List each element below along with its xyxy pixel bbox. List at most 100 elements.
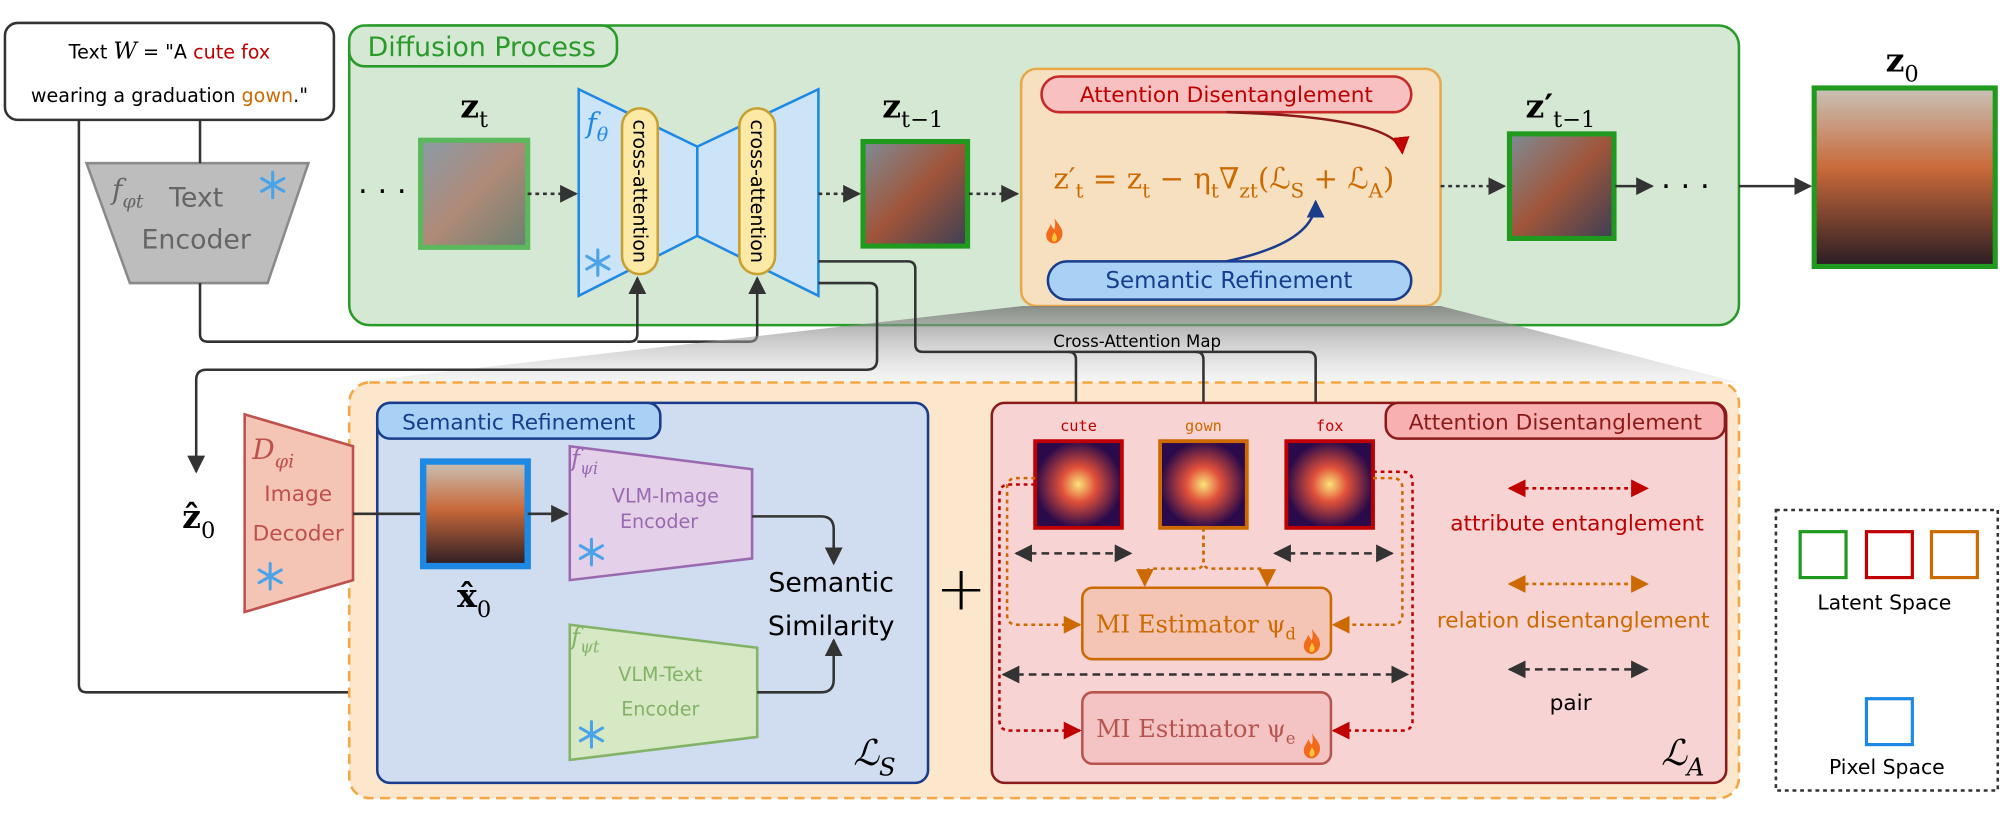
subscript: t−1: [901, 107, 943, 133]
ellipsis: · · ·: [358, 174, 407, 209]
math-text: MI Estimator ψ: [1096, 715, 1286, 743]
math-text: ẑ: [182, 497, 201, 536]
prompt-attribute: gown: [242, 84, 294, 107]
decoder-symbol: Dφi: [251, 433, 294, 472]
prompt-line: wearing a graduation gown.": [31, 84, 308, 107]
subscript: φi: [275, 450, 294, 472]
subscript: 0: [1904, 61, 1918, 87]
text-encoder: [84, 161, 311, 285]
decoder-label: Image: [264, 482, 332, 507]
pill-label: Semantic Refinement: [1105, 268, 1352, 294]
panel-tab: [347, 24, 619, 68]
encoder-label: VLM-Image: [612, 484, 719, 507]
output-image: [1811, 85, 1998, 270]
vlm-text-encoder: [568, 623, 759, 762]
prompt-attribute: cute fox: [193, 41, 270, 64]
decoder-label: Decoder: [253, 522, 344, 547]
mi-estimator: [1081, 691, 1333, 765]
update-formula: z′t = zt − ηt∇zt(ℒS + ℒA): [1053, 162, 1394, 203]
subscript: 0: [201, 518, 215, 544]
zoom-funnel: [349, 306, 1739, 383]
panel-title: Attention Disentanglement: [1409, 411, 1702, 436]
latent-label: zt: [460, 86, 488, 133]
subscript: S: [1290, 178, 1304, 202]
latent-label: z0: [1886, 40, 1919, 87]
math-text: ∇: [1219, 162, 1239, 196]
subscript: θ: [597, 124, 609, 146]
subscript: ψi: [580, 459, 598, 478]
subscript: e: [1286, 729, 1296, 748]
subscript: d: [1285, 625, 1296, 644]
arrow: [187, 281, 879, 474]
panel-tab: [1384, 401, 1727, 440]
subscript: t: [1142, 178, 1150, 202]
math-text: ℒ: [1661, 733, 1688, 774]
latent-label: ẑ0: [182, 497, 215, 544]
subscript: t: [1075, 178, 1083, 202]
legend-swatch: [1864, 530, 1914, 580]
attention-map: [1284, 439, 1375, 530]
math-text: + ℒ: [1304, 162, 1368, 196]
map-label: gown: [1185, 417, 1222, 435]
similarity-label: Similarity: [768, 611, 895, 642]
prompt-text: = "A: [137, 41, 193, 64]
block-label: cross-attention: [629, 119, 652, 263]
map-label: cute: [1060, 417, 1097, 435]
vlm-image-encoder: [568, 444, 754, 582]
math-text: ℒ: [853, 733, 880, 774]
attention-map: [1158, 439, 1249, 530]
estimator-label: MI Estimator ψd: [1096, 610, 1297, 643]
arrow: [752, 515, 843, 566]
arrow: [1331, 470, 1414, 740]
arrow: [77, 119, 570, 702]
latent-label: z′t−1: [1526, 86, 1596, 133]
encoder-label: Text: [168, 183, 223, 214]
pair-arrows: [998, 470, 1414, 740]
panel-tab: [375, 401, 662, 440]
math-text: z: [460, 86, 479, 125]
math-text: = z: [1083, 162, 1142, 196]
prompt-box: [3, 21, 336, 122]
legend-label: Latent Space: [1817, 590, 1951, 614]
refinement-pill: [1046, 260, 1413, 301]
math-text: z: [882, 86, 901, 125]
latent-label: zt−1: [882, 86, 943, 133]
block-label: cross-attention: [746, 119, 769, 263]
prompt-text: .": [293, 84, 308, 107]
arrow: [1331, 476, 1404, 634]
legend-label: attribute entanglement: [1450, 511, 1704, 536]
prompt-line: Text W = "A cute fox: [68, 39, 271, 65]
arrow: [1067, 350, 1085, 441]
prompt-text: wearing a graduation: [31, 84, 242, 107]
guidance-arrow: [1226, 199, 1325, 263]
prompt-variable: W: [113, 39, 139, 65]
subscript: φt: [122, 190, 143, 212]
latent-image: [860, 138, 971, 249]
mi-estimator: [1081, 586, 1333, 661]
math-text: (ℒ: [1258, 162, 1291, 196]
math-text: MI Estimator ψ: [1096, 610, 1286, 638]
loss-label: ℒS: [853, 733, 895, 782]
legend-swatch: [1798, 530, 1848, 580]
arrow: [198, 276, 647, 343]
subscript: 0: [477, 597, 491, 623]
pill-label: Attention Disentanglement: [1080, 83, 1373, 108]
image-decoder: [243, 412, 355, 614]
math-text: D: [251, 433, 275, 466]
math-text: z′: [1526, 86, 1554, 125]
encoder-label: Encoder: [141, 225, 250, 256]
arrow: [1194, 350, 1213, 441]
guidance-arrow: [1226, 110, 1410, 155]
arrow: [818, 260, 1325, 441]
subscript: A: [1685, 753, 1705, 782]
arrow: [998, 483, 1082, 740]
attention-map: [1033, 439, 1124, 530]
prompt-text: Text: [68, 41, 114, 64]
math-text: x̂: [457, 576, 477, 615]
space-legend: [1774, 508, 2000, 792]
arrow: [1202, 527, 1277, 588]
ellipsis: · · ·: [1661, 169, 1710, 204]
